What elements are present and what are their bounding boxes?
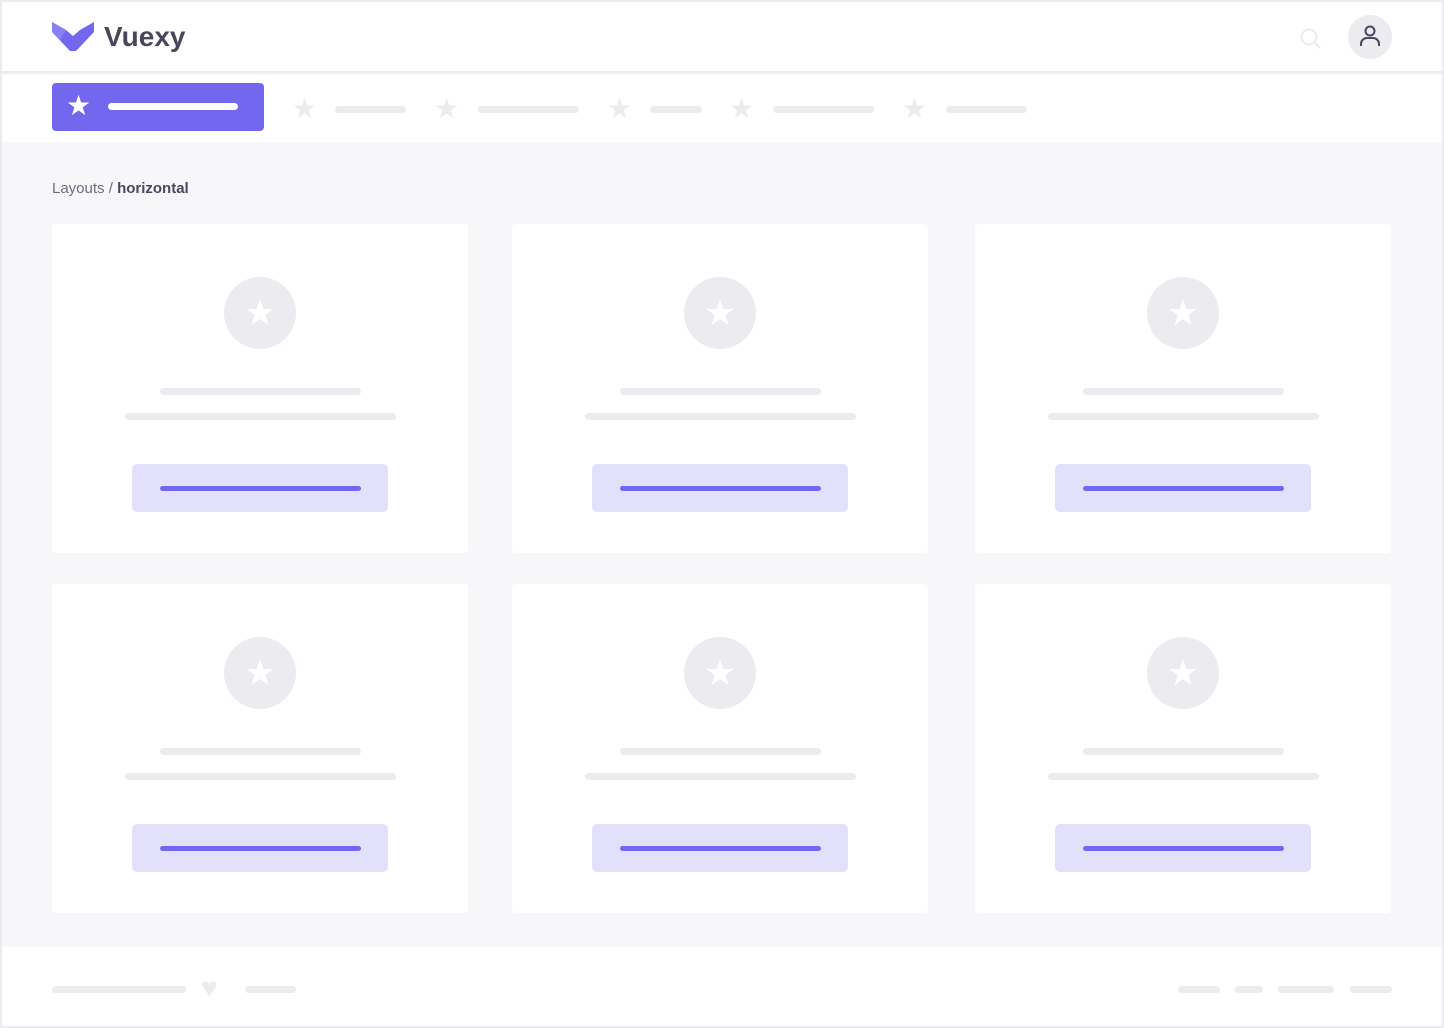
card-title-placeholder	[620, 748, 821, 755]
card-text-placeholder	[585, 773, 856, 780]
nav-item[interactable]	[650, 106, 702, 113]
button-label-placeholder	[620, 486, 821, 491]
footer-link[interactable]	[1278, 986, 1334, 993]
card: ★	[52, 224, 468, 553]
nav-item[interactable]	[773, 106, 874, 113]
star-icon: ★	[684, 637, 756, 709]
card-title-placeholder	[620, 388, 821, 395]
star-icon: ★	[729, 93, 755, 124]
footer-link[interactable]	[1350, 986, 1392, 993]
card-text-placeholder	[1048, 773, 1319, 780]
button-label-placeholder	[1083, 846, 1284, 851]
header: Vuexy	[2, 2, 1442, 73]
nav-label-placeholder	[108, 103, 238, 110]
brand-name: Vuexy	[104, 21, 186, 52]
card-button[interactable]	[132, 824, 388, 872]
card-title-placeholder	[1083, 748, 1284, 755]
button-label-placeholder	[620, 846, 821, 851]
breadcrumb-current: horizontal	[117, 180, 189, 197]
breadcrumb: Layouts / horizontal	[52, 180, 189, 197]
card: ★	[512, 224, 928, 553]
star-icon: ★	[1147, 277, 1219, 349]
card: ★	[975, 224, 1391, 553]
card-text-placeholder	[585, 413, 856, 420]
star-icon: ★	[224, 637, 296, 709]
breadcrumb-parent[interactable]: Layouts	[52, 180, 105, 197]
card-text-placeholder	[125, 773, 396, 780]
star-icon: ★	[1147, 637, 1219, 709]
heart-icon: ♥	[201, 972, 218, 1003]
nav-item[interactable]	[335, 106, 406, 113]
card-title-placeholder	[160, 748, 361, 755]
card: ★	[52, 584, 468, 913]
card-title-placeholder	[160, 388, 361, 395]
breadcrumb-separator: /	[104, 180, 118, 197]
card-text-placeholder	[1048, 413, 1319, 420]
button-label-placeholder	[160, 486, 361, 491]
avatar[interactable]	[1348, 15, 1392, 59]
card: ★	[512, 584, 928, 913]
footer-text	[52, 986, 186, 993]
star-icon: ★	[434, 93, 460, 124]
search-icon[interactable]	[1300, 28, 1322, 50]
star-icon: ★	[66, 90, 92, 121]
card-button[interactable]	[132, 464, 388, 512]
card-button[interactable]	[592, 464, 848, 512]
nav-item[interactable]	[478, 106, 579, 113]
button-label-placeholder	[160, 846, 361, 851]
footer: ♥	[2, 947, 1442, 1026]
star-icon: ★	[607, 93, 633, 124]
card: ★	[975, 584, 1391, 913]
footer-link[interactable]	[1235, 986, 1263, 993]
footer-text	[245, 986, 296, 993]
nav-item[interactable]	[946, 106, 1027, 113]
footer-link[interactable]	[1178, 986, 1220, 993]
logo-icon	[52, 22, 94, 51]
button-label-placeholder	[1083, 486, 1284, 491]
card-button[interactable]	[1055, 464, 1311, 512]
star-icon: ★	[292, 93, 318, 124]
star-icon: ★	[902, 93, 928, 124]
user-icon	[1360, 25, 1380, 46]
card-text-placeholder	[125, 413, 396, 420]
card-button[interactable]	[592, 824, 848, 872]
horizontal-nav: ★ ★ ★ ★ ★ ★	[2, 75, 1442, 142]
star-icon: ★	[684, 277, 756, 349]
card-button[interactable]	[1055, 824, 1311, 872]
card-title-placeholder	[1083, 388, 1284, 395]
star-icon: ★	[224, 277, 296, 349]
nav-item-active[interactable]: ★	[52, 83, 264, 131]
